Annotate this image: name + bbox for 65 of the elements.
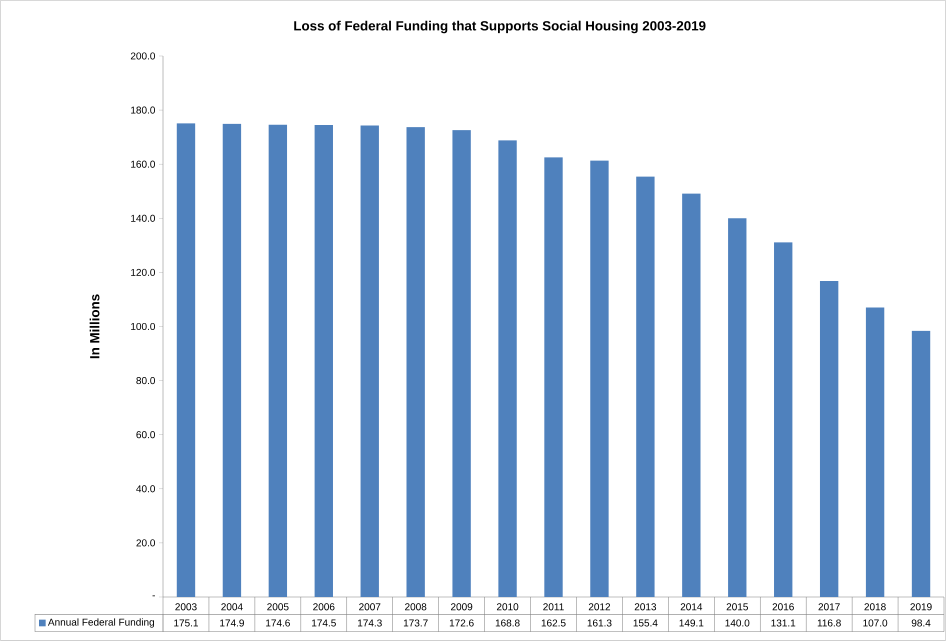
- data-label: 98.4: [912, 619, 930, 627]
- bar: [820, 281, 838, 597]
- x-tick-label: 2004: [221, 603, 243, 610]
- x-tick-label: 2011: [543, 603, 564, 610]
- bar: [866, 308, 884, 597]
- x-tick-label: 2017: [818, 603, 840, 610]
- data-label: 149.1: [680, 619, 704, 627]
- x-tick-label: 2006: [313, 603, 334, 610]
- legend-label: Annual Federal Funding: [48, 618, 154, 628]
- data-label: 175.1: [174, 619, 198, 626]
- data-label: 107.0: [863, 619, 888, 627]
- data-label: 131.1: [771, 619, 796, 627]
- y-tick-label: 200.0: [130, 52, 156, 60]
- data-label: 168.8: [496, 619, 520, 627]
- bar: [176, 123, 196, 597]
- bar: [912, 330, 930, 597]
- bar: [314, 124, 333, 597]
- bar: [590, 160, 609, 597]
- chart-title: Loss of Federal Funding that Supports Social Housing 2003-2019: [294, 20, 706, 34]
- bar: [406, 127, 425, 597]
- x-tick-label: 2016: [772, 603, 794, 610]
- bar: [682, 194, 701, 597]
- data-label: 116.8: [818, 619, 841, 627]
- y-tick-label: 100.0: [131, 322, 156, 330]
- bar: [728, 218, 746, 597]
- x-tick-label: 2013: [634, 603, 656, 610]
- x-tick-label: 2012: [588, 603, 610, 610]
- x-tick-label: 2018: [864, 603, 886, 610]
- y-tick-label: -: [152, 595, 155, 596]
- bar: [360, 126, 379, 597]
- bar: [498, 140, 517, 597]
- y-axis-title: In Millions: [90, 294, 100, 358]
- y-tick-label: 60.0: [136, 431, 156, 438]
- x-tick-label: 2008: [405, 603, 426, 610]
- data-label: 174.9: [220, 619, 244, 627]
- data-label: 140.0: [726, 619, 750, 627]
- data-label: 161.3: [588, 619, 612, 627]
- bar: [268, 124, 288, 597]
- bar: [544, 157, 563, 597]
- bar: [774, 242, 792, 597]
- x-tick-label: 2014: [680, 603, 702, 610]
- data-label: 174.5: [312, 619, 336, 626]
- x-tick-label: 2019: [910, 603, 932, 610]
- data-label: 173.7: [404, 619, 428, 627]
- data-label: 155.4: [634, 619, 658, 626]
- bar: [222, 124, 242, 597]
- y-tick-label: 180.0: [131, 106, 156, 114]
- y-tick-label: 20.0: [136, 539, 156, 546]
- data-label: 174.3: [358, 619, 382, 627]
- y-tick-label: 80.0: [136, 377, 156, 384]
- data-label: 162.5: [542, 619, 566, 627]
- bar: [636, 176, 655, 597]
- bar: [452, 130, 471, 597]
- y-tick-label: 40.0: [136, 485, 156, 492]
- x-tick-label: 2009: [451, 603, 472, 610]
- x-tick-label: 2003: [175, 603, 197, 610]
- x-tick-label: 2007: [359, 603, 380, 610]
- data-label: 172.6: [450, 619, 474, 627]
- y-tick-label: 140.0: [131, 214, 156, 222]
- x-tick-label: 2010: [496, 603, 518, 610]
- x-tick-label: 2005: [267, 603, 289, 610]
- y-tick-label: 120.0: [131, 268, 156, 276]
- data-label: 174.6: [266, 619, 290, 627]
- y-tick-label: 160.0: [131, 160, 156, 168]
- x-tick-label: 2015: [726, 603, 748, 610]
